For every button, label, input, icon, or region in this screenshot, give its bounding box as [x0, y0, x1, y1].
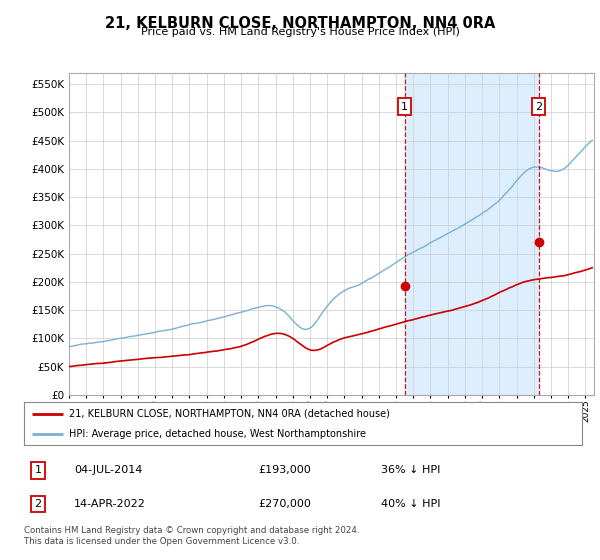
Bar — [404, 73, 539, 395]
Text: 04-JUL-2014: 04-JUL-2014 — [74, 465, 143, 475]
Text: Price paid vs. HM Land Registry's House Price Index (HPI): Price paid vs. HM Land Registry's House … — [140, 27, 460, 37]
Text: £193,000: £193,000 — [259, 465, 311, 475]
Text: 2: 2 — [535, 102, 542, 111]
Text: Contains HM Land Registry data © Crown copyright and database right 2024.
This d: Contains HM Land Registry data © Crown c… — [24, 526, 359, 546]
Text: 14-APR-2022: 14-APR-2022 — [74, 499, 146, 509]
Text: 21, KELBURN CLOSE, NORTHAMPTON, NN4 0RA (detached house): 21, KELBURN CLOSE, NORTHAMPTON, NN4 0RA … — [68, 409, 389, 419]
Text: 1: 1 — [34, 465, 41, 475]
Text: 40% ↓ HPI: 40% ↓ HPI — [381, 499, 440, 509]
Text: 21, KELBURN CLOSE, NORTHAMPTON, NN4 0RA: 21, KELBURN CLOSE, NORTHAMPTON, NN4 0RA — [105, 16, 495, 31]
Text: £270,000: £270,000 — [259, 499, 311, 509]
Text: 1: 1 — [401, 102, 408, 111]
Text: 2: 2 — [34, 499, 41, 509]
Text: 36% ↓ HPI: 36% ↓ HPI — [381, 465, 440, 475]
Text: HPI: Average price, detached house, West Northamptonshire: HPI: Average price, detached house, West… — [68, 430, 365, 439]
